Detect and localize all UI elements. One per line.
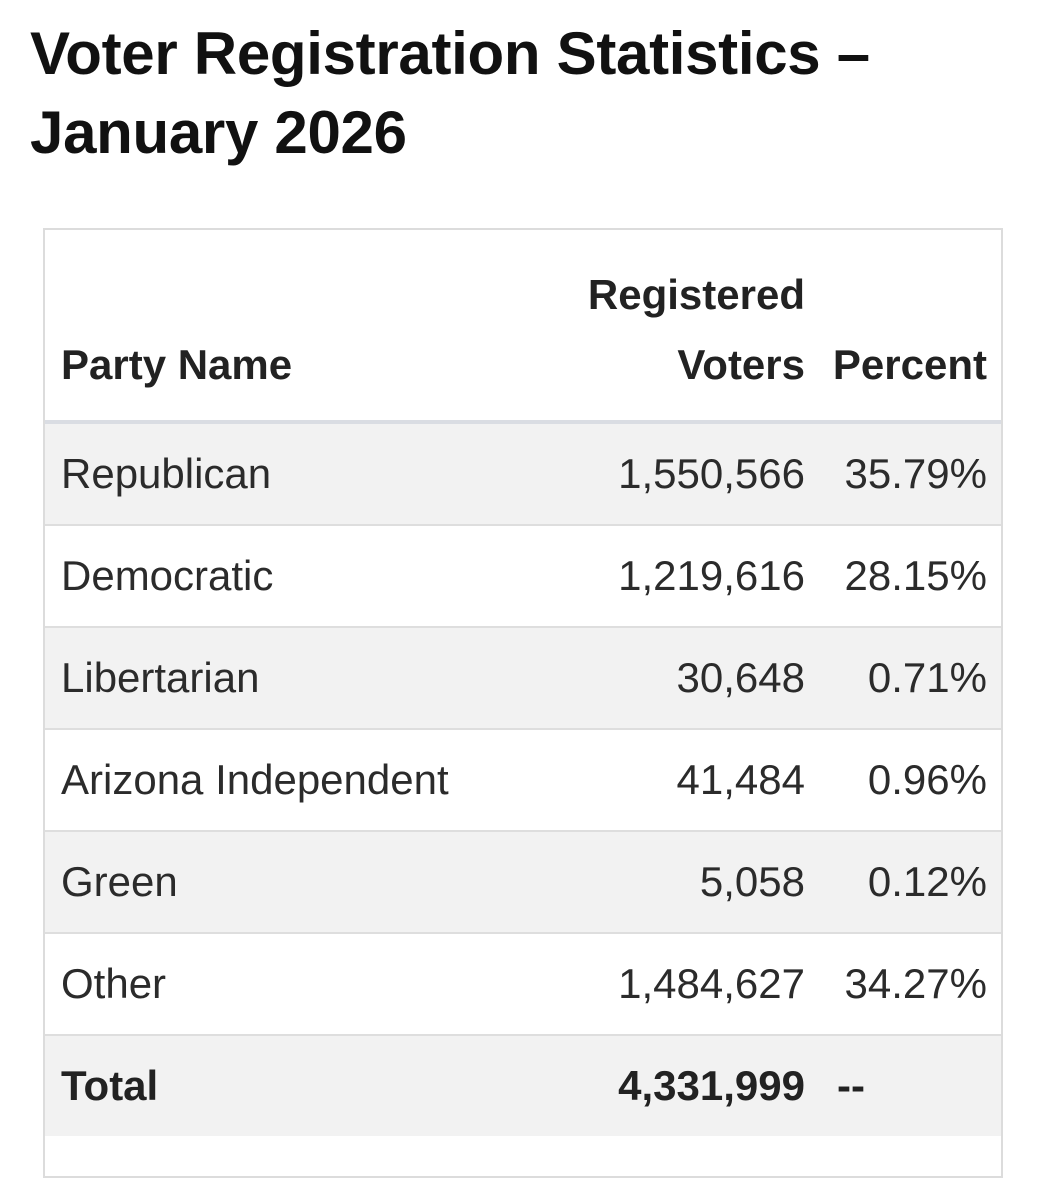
party-cell: Libertarian (45, 626, 495, 729)
statistics-table: Party Name Registered Voters Percent Rep… (45, 230, 1001, 1136)
table-row: Libertarian 30,648 0.71% (45, 626, 1001, 729)
voters-cell: 1,550,566 (495, 422, 821, 525)
total-row: Total 4,331,999 -- (45, 1034, 1001, 1136)
table-header: Party Name Registered Voters Percent (45, 230, 1001, 424)
voters-cell: 41,484 (495, 728, 821, 831)
page-title: Voter Registration Statistics – January … (30, 20, 870, 166)
party-cell: Green (45, 830, 495, 933)
total-voters: 4,331,999 (495, 1034, 821, 1136)
voters-cell: 5,058 (495, 830, 821, 933)
column-header-voters: Registered Voters (495, 230, 821, 424)
table-row: Arizona Independent 41,484 0.96% (45, 728, 1001, 831)
percent-cell: 0.71% (821, 626, 1001, 729)
party-cell: Other (45, 932, 495, 1035)
column-header-party: Party Name (45, 230, 495, 424)
voters-cell: 30,648 (495, 626, 821, 729)
total-label: Total (45, 1034, 495, 1136)
percent-cell: 0.96% (821, 728, 1001, 831)
voters-cell: 1,484,627 (495, 932, 821, 1035)
table-row: Other 1,484,627 34.27% (45, 932, 1001, 1035)
table-row: Republican 1,550,566 35.79% (45, 422, 1001, 525)
percent-cell: 28.15% (821, 524, 1001, 627)
header-row: Party Name Registered Voters Percent (45, 230, 1001, 424)
table-row: Green 5,058 0.12% (45, 830, 1001, 933)
party-cell: Republican (45, 422, 495, 525)
table-row: Democratic 1,219,616 28.15% (45, 524, 1001, 627)
total-percent: -- (821, 1034, 1001, 1136)
party-cell: Democratic (45, 524, 495, 627)
percent-cell: 35.79% (821, 422, 1001, 525)
percent-cell: 34.27% (821, 932, 1001, 1035)
table-body: Republican 1,550,566 35.79% Democratic 1… (45, 422, 1001, 1136)
registration-table: Party Name Registered Voters Percent Rep… (43, 228, 1003, 1178)
voters-cell: 1,219,616 (495, 524, 821, 627)
column-header-percent: Percent (821, 230, 1001, 424)
party-cell: Arizona Independent (45, 728, 495, 831)
percent-cell: 0.12% (821, 830, 1001, 933)
